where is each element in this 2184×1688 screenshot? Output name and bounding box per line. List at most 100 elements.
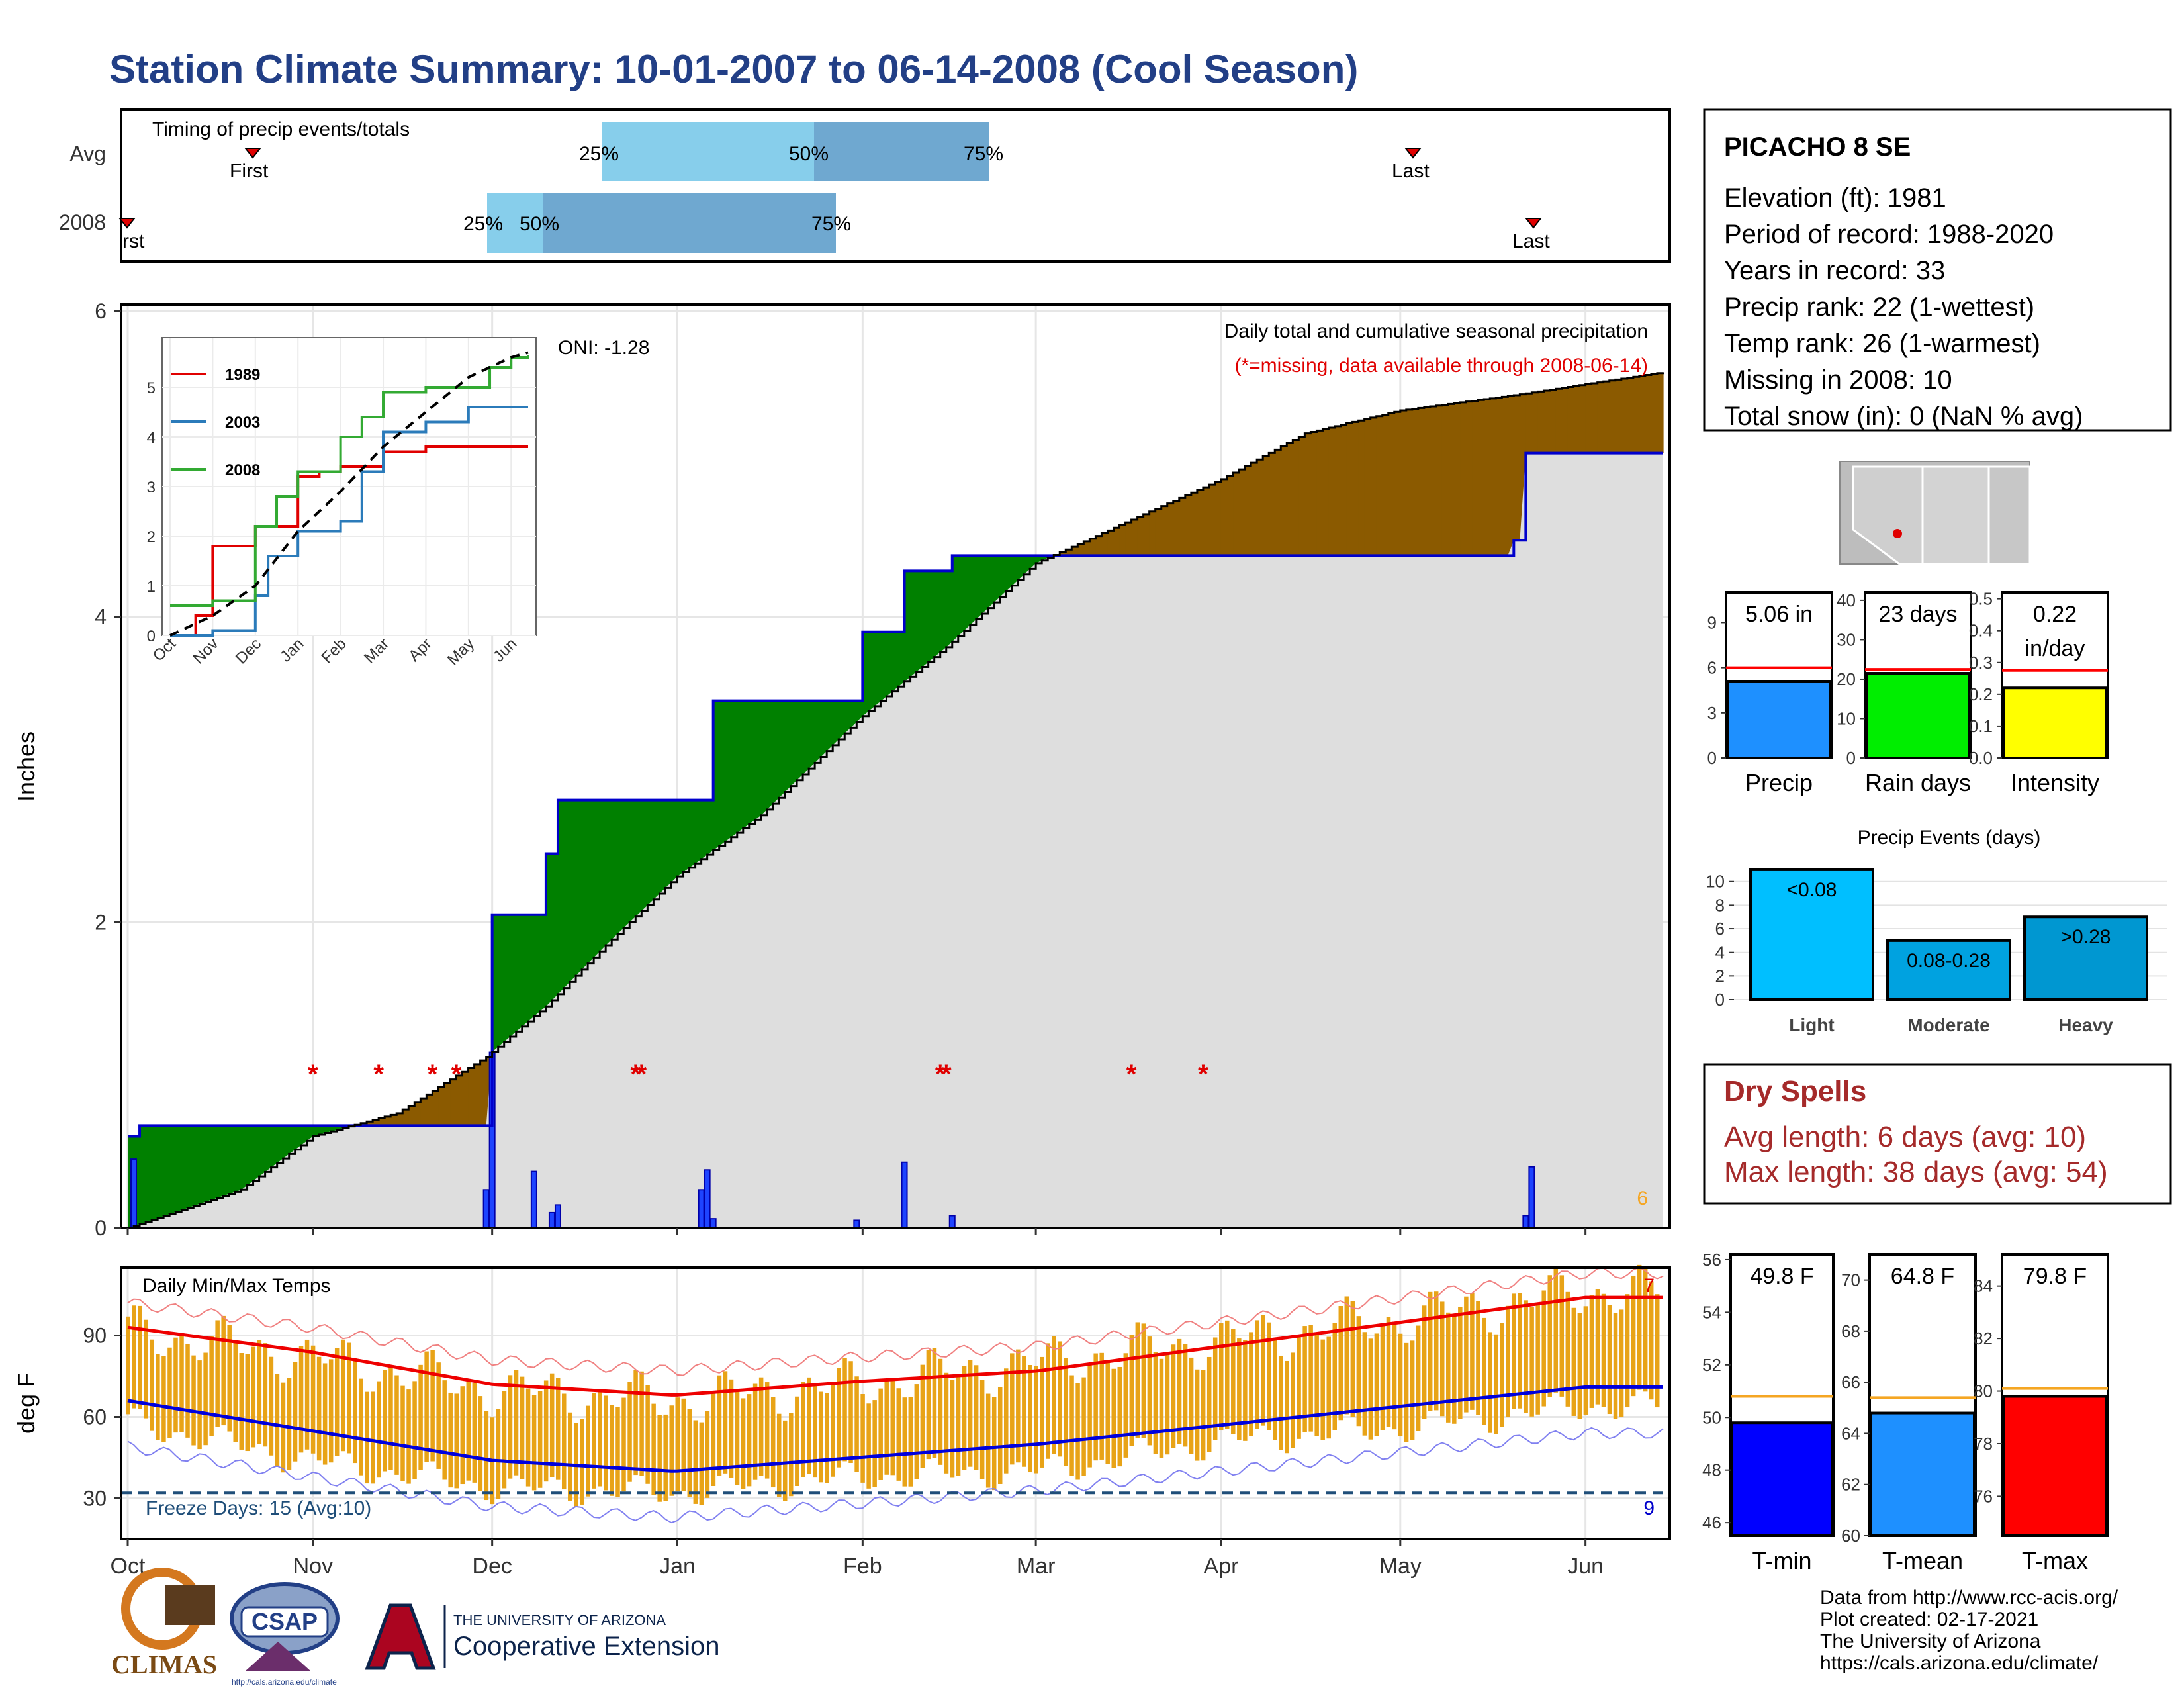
daily-temp-bar xyxy=(334,1348,340,1456)
temp-xtick-label: Feb xyxy=(843,1554,882,1579)
temp-ytick-label: 60 xyxy=(83,1405,107,1429)
surplus-area xyxy=(1370,417,1377,556)
surplus-area xyxy=(1484,399,1490,556)
surplus-area xyxy=(1609,380,1616,453)
daily-temp-bar xyxy=(1147,1336,1152,1446)
daily-temp-bar xyxy=(1577,1313,1582,1419)
events-ytick-label: 4 xyxy=(1715,943,1725,962)
daily-temp-bar xyxy=(227,1325,232,1432)
daily-temp-bar xyxy=(251,1346,256,1448)
deficit-area xyxy=(588,800,594,964)
daily-temp-bar xyxy=(138,1305,142,1410)
deficit-area xyxy=(856,700,863,722)
mini-chart-ytick-label: 56 xyxy=(1702,1250,1721,1270)
daily-temp-bar xyxy=(1547,1275,1552,1397)
daily-temp-bar xyxy=(693,1420,698,1504)
deficit-area xyxy=(253,1125,260,1181)
daily-temp-bar xyxy=(156,1354,160,1440)
deficit-area xyxy=(713,700,720,851)
timing-2008-p25: 25% xyxy=(463,213,503,235)
daily-temp-bar xyxy=(1314,1333,1319,1436)
daily-temp-bar xyxy=(561,1393,567,1490)
deficit-area xyxy=(295,1125,302,1150)
mini-chart-ytick-label: 84 xyxy=(1974,1276,1993,1296)
mini-chart-title: T-min xyxy=(1752,1547,1812,1574)
deficit-area xyxy=(683,800,690,872)
daily-temp-bar xyxy=(418,1364,423,1470)
daily-temp-bar xyxy=(191,1355,196,1446)
daily-temp-bar xyxy=(1195,1369,1200,1461)
deficit-area xyxy=(934,571,941,657)
daily-temp-bar xyxy=(1500,1323,1504,1427)
daily-temp-bar xyxy=(221,1315,226,1426)
daily-temp-bar xyxy=(1129,1335,1134,1446)
surplus-area xyxy=(1358,420,1365,556)
surplus-area xyxy=(1657,373,1664,453)
deficit-area xyxy=(247,1125,254,1186)
daily-temp-bar xyxy=(979,1380,985,1479)
daily-temp-bar xyxy=(275,1374,280,1467)
deficit-area xyxy=(784,700,792,792)
daily-temp-bar xyxy=(1087,1364,1092,1468)
surplus-area xyxy=(426,1094,433,1126)
surplus-area xyxy=(1203,487,1210,556)
surplus-area xyxy=(1077,544,1084,556)
surplus-area xyxy=(1107,530,1115,556)
daily-temp-bar xyxy=(1386,1317,1391,1427)
surplus-area xyxy=(1269,453,1275,556)
deficit-area xyxy=(1006,555,1013,592)
surplus-area xyxy=(396,1113,403,1126)
daily-temp-bar xyxy=(615,1407,620,1497)
climas-logo: CLIMAS xyxy=(111,1568,217,1679)
inset-ytick-label: 3 xyxy=(147,479,156,496)
daily-temp-bar xyxy=(203,1352,208,1446)
deficit-area xyxy=(922,571,929,667)
precip-ylabel: Inches xyxy=(13,731,40,802)
deficit-area xyxy=(766,700,774,810)
daily-temp-bar xyxy=(1177,1338,1182,1444)
timing-row-2008: 2008 xyxy=(59,211,106,234)
deficit-area xyxy=(981,555,989,614)
mini-chart-bar xyxy=(2002,1395,2108,1538)
daily-temp-bar xyxy=(669,1405,674,1496)
daily-temp-bar xyxy=(1374,1333,1379,1436)
surplus-area xyxy=(480,1060,487,1126)
daily-temp-bar xyxy=(568,1412,572,1501)
deficit-area xyxy=(999,555,1007,597)
deficit-area xyxy=(563,800,570,988)
map-state-shape xyxy=(1921,465,1990,565)
surplus-area xyxy=(1245,466,1251,556)
surplus-area xyxy=(1394,412,1401,556)
deficit-area xyxy=(653,800,660,900)
daily-temp-bar xyxy=(938,1358,943,1465)
deficit-area xyxy=(318,1125,326,1135)
mini-chart-ytick-label: 0.2 xyxy=(1969,684,1993,704)
daily-temp-bar xyxy=(531,1395,537,1491)
missing-day-marker: * xyxy=(373,1060,384,1089)
temp-label: Daily Min/Max Temps xyxy=(142,1275,331,1297)
surplus-area xyxy=(1537,391,1545,453)
daily-temp-bar xyxy=(1064,1358,1068,1466)
events-bar xyxy=(2023,915,2148,1002)
daily-temp-bar xyxy=(991,1397,997,1491)
surplus-area xyxy=(1060,552,1066,556)
mini-chart-ytick-label: 68 xyxy=(1841,1321,1860,1341)
deficit-area xyxy=(1042,555,1048,561)
surplus-area xyxy=(1185,495,1192,556)
climas-wordmark: CLIMAS xyxy=(111,1650,217,1679)
surplus-area xyxy=(1161,506,1168,556)
surplus-area xyxy=(444,1083,451,1126)
surplus-area xyxy=(1418,408,1425,556)
events-ytick-label: 6 xyxy=(1715,919,1725,939)
deficit-area xyxy=(312,1125,320,1137)
daily-temp-bar xyxy=(1458,1307,1463,1419)
deficit-area xyxy=(821,700,827,757)
temp-xtick-label: Nov xyxy=(293,1554,333,1579)
daily-temp-bar xyxy=(514,1370,519,1476)
deficit-area xyxy=(175,1125,182,1213)
deficit-area xyxy=(862,632,869,716)
surplus-area xyxy=(456,1075,463,1126)
daily-temp-bar xyxy=(1010,1353,1015,1465)
daily-temp-bar xyxy=(1380,1323,1385,1430)
deficit-area xyxy=(695,800,702,864)
